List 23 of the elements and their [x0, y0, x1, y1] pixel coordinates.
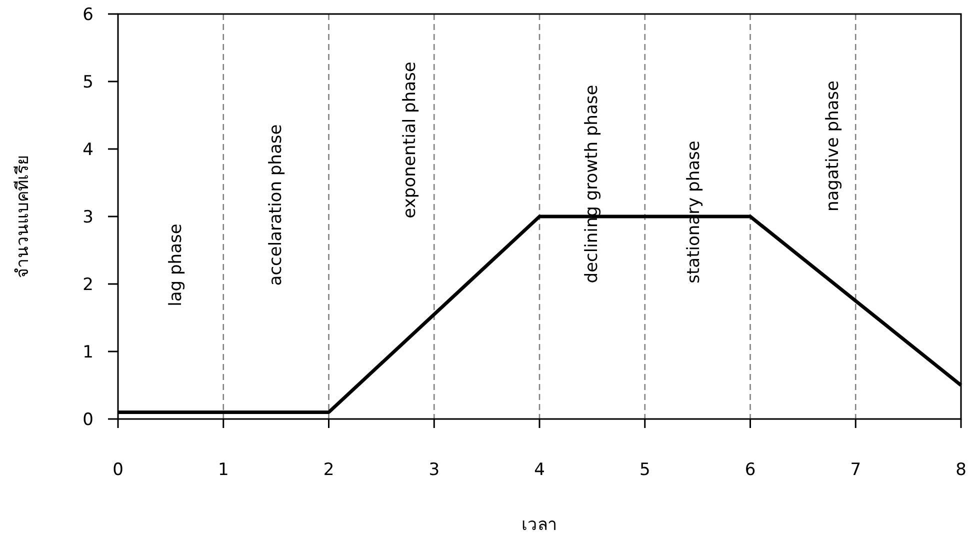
x-axis-title: เวลา [522, 515, 558, 535]
y-axis-title: จำนวนแบคทีเรีย [13, 155, 33, 278]
x-tick-label: 3 [428, 460, 440, 480]
y-tick-label: 2 [82, 275, 94, 295]
annotation: lag phase [166, 224, 186, 306]
y-tick-label: 5 [82, 72, 94, 92]
y-tick-label: 6 [82, 5, 94, 25]
y-tick-label: 3 [82, 208, 94, 228]
x-tick-label: 8 [956, 460, 966, 480]
x-tick-label: 0 [112, 460, 124, 480]
annotation: exponential phase [400, 62, 420, 218]
y-tick-label: 1 [82, 342, 94, 362]
y-tick-label: 0 [82, 410, 94, 430]
x-tick-label: 7 [850, 460, 862, 480]
x-tick-label: 5 [639, 460, 650, 480]
annotation: nagative phase [823, 80, 843, 212]
x-tick-label: 2 [323, 460, 334, 480]
y-tick-label: 4 [82, 140, 94, 160]
annotation: accelaration phase [266, 124, 286, 286]
x-tick-label: 1 [218, 460, 229, 480]
x-tick-label: 6 [744, 460, 756, 480]
x-tick-label: 4 [534, 460, 545, 480]
annotation: declining growth phase [582, 84, 602, 284]
